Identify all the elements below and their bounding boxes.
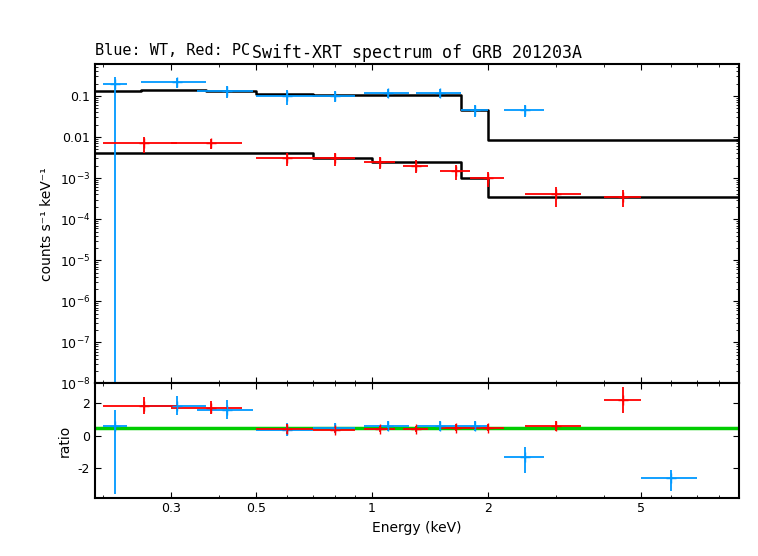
Text: Blue: WT, Red: PC: Blue: WT, Red: PC: [95, 43, 250, 58]
Y-axis label: ratio: ratio: [58, 424, 72, 456]
X-axis label: Energy (keV): Energy (keV): [372, 521, 462, 535]
Title: Swift-XRT spectrum of GRB 201203A: Swift-XRT spectrum of GRB 201203A: [252, 44, 582, 62]
Y-axis label: counts s⁻¹ keV⁻¹: counts s⁻¹ keV⁻¹: [40, 167, 54, 281]
